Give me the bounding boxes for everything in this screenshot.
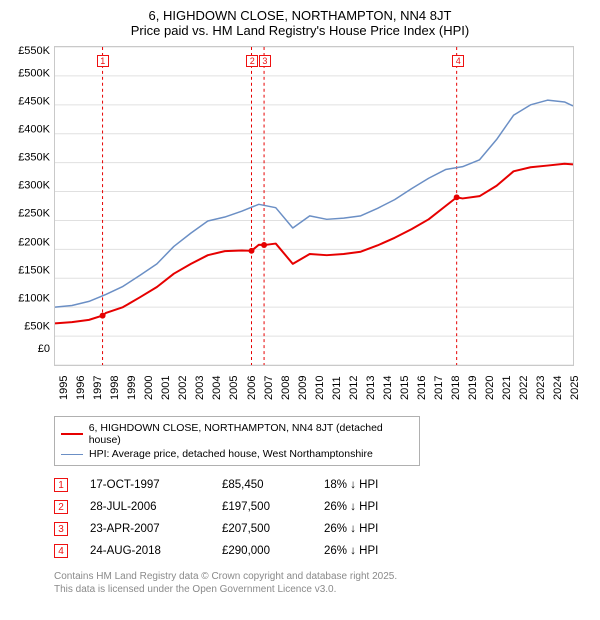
sale-delta: 26% ↓ HPI bbox=[324, 501, 414, 513]
xtick-label: 2006 bbox=[246, 376, 258, 400]
ytick-label: £450K bbox=[10, 97, 50, 108]
xtick-label: 1997 bbox=[92, 376, 104, 400]
xtick-label: 1996 bbox=[75, 376, 87, 400]
sale-price: £207,500 bbox=[222, 523, 302, 535]
ytick-label: £50K bbox=[10, 321, 50, 332]
y-axis: £550K £500K £450K £400K £350K £300K £250K £200K… bbox=[10, 46, 54, 366]
sale-date: 23-APR-2007 bbox=[90, 523, 200, 535]
legend-swatch bbox=[61, 454, 83, 455]
xtick-label: 2009 bbox=[297, 376, 309, 400]
xtick-label: 2022 bbox=[518, 376, 530, 400]
sale-delta: 26% ↓ HPI bbox=[324, 545, 414, 557]
ytick-label: £0 bbox=[10, 344, 50, 355]
ytick-label: £500K bbox=[10, 69, 50, 80]
xtick-label: 2023 bbox=[535, 376, 547, 400]
chart-title: 6, HIGHDOWN CLOSE, NORTHAMPTON, NN4 8JT bbox=[10, 8, 590, 23]
sale-marker-1: 1 bbox=[97, 55, 109, 67]
ytick-label: £300K bbox=[10, 181, 50, 192]
xtick-label: 2015 bbox=[399, 376, 411, 400]
xtick-label: 1999 bbox=[126, 376, 138, 400]
sale-price: £290,000 bbox=[222, 545, 302, 557]
sale-marker: 1 bbox=[54, 478, 68, 492]
sale-marker: 2 bbox=[54, 500, 68, 514]
attribution-line1: Contains HM Land Registry data © Crown c… bbox=[54, 570, 590, 583]
sale-date: 24-AUG-2018 bbox=[90, 545, 200, 557]
sale-date: 17-OCT-1997 bbox=[90, 479, 200, 491]
ytick-label: £250K bbox=[10, 209, 50, 220]
xtick-label: 2016 bbox=[416, 376, 428, 400]
ytick-label: £100K bbox=[10, 293, 50, 304]
x-axis: 1995 1996 1997 1998 1999 2000 2001 2002 2003 2004… bbox=[54, 366, 574, 412]
legend-item: 6, HIGHDOWN CLOSE, NORTHAMPTON, NN4 8JT … bbox=[61, 421, 413, 447]
xtick-label: 2017 bbox=[433, 376, 445, 400]
xtick-label: 2012 bbox=[348, 376, 360, 400]
plot-wrap: £550K £500K £450K £400K £350K £300K £250K £200K… bbox=[10, 46, 590, 366]
xtick-label: 2007 bbox=[263, 376, 275, 400]
ytick-label: £400K bbox=[10, 125, 50, 136]
xtick-label: 2013 bbox=[365, 376, 377, 400]
ytick-label: £550K bbox=[10, 46, 50, 57]
attribution: Contains HM Land Registry data © Crown c… bbox=[54, 570, 590, 596]
xtick-label: 2011 bbox=[331, 376, 343, 400]
sale-price: £85,450 bbox=[222, 479, 302, 491]
sale-row: 4 24-AUG-2018 £290,000 26% ↓ HPI bbox=[54, 540, 590, 562]
legend-swatch bbox=[61, 433, 83, 435]
sale-row: 3 23-APR-2007 £207,500 26% ↓ HPI bbox=[54, 518, 590, 540]
ytick-label: £150K bbox=[10, 265, 50, 276]
xtick-label: 2010 bbox=[314, 376, 326, 400]
chart-subtitle: Price paid vs. HM Land Registry's House … bbox=[10, 23, 590, 38]
xtick-label: 2018 bbox=[450, 376, 462, 400]
chart-container: 6, HIGHDOWN CLOSE, NORTHAMPTON, NN4 8JT … bbox=[0, 0, 600, 606]
sale-price: £197,500 bbox=[222, 501, 302, 513]
legend: 6, HIGHDOWN CLOSE, NORTHAMPTON, NN4 8JT … bbox=[54, 416, 420, 466]
xtick-label: 2003 bbox=[194, 376, 206, 400]
plot-area: 1 23 4 bbox=[54, 46, 574, 366]
xtick-label: 2014 bbox=[382, 376, 394, 400]
xtick-label: 2000 bbox=[143, 376, 155, 400]
sale-marker: 4 bbox=[54, 544, 68, 558]
sale-row: 2 28-JUL-2006 £197,500 26% ↓ HPI bbox=[54, 496, 590, 518]
legend-label: HPI: Average price, detached house, West… bbox=[89, 448, 373, 460]
xtick-label: 2001 bbox=[160, 376, 172, 400]
sale-marker: 3 bbox=[54, 522, 68, 536]
sales-table: 1 17-OCT-1997 £85,450 18% ↓ HPI 2 28-JUL-2006… bbox=[54, 474, 590, 562]
ytick-label: £200K bbox=[10, 237, 50, 248]
xtick-label: 2008 bbox=[280, 376, 292, 400]
xtick-label: 1998 bbox=[109, 376, 121, 400]
sale-marker-2: 2 bbox=[246, 55, 258, 67]
xtick-label: 2020 bbox=[484, 376, 496, 400]
sale-row: 1 17-OCT-1997 £85,450 18% ↓ HPI bbox=[54, 474, 590, 496]
xtick-label: 2024 bbox=[552, 376, 564, 400]
xtick-label: 2019 bbox=[467, 376, 479, 400]
attribution-line2: This data is licensed under the Open Gov… bbox=[54, 583, 590, 596]
sale-marker-3: 3 bbox=[259, 55, 271, 67]
sale-delta: 18% ↓ HPI bbox=[324, 479, 414, 491]
plot-svg bbox=[55, 47, 573, 365]
sale-date: 28-JUL-2006 bbox=[90, 501, 200, 513]
xtick-label: 2021 bbox=[501, 376, 513, 400]
legend-label: 6, HIGHDOWN CLOSE, NORTHAMPTON, NN4 8JT … bbox=[89, 422, 413, 446]
xtick-label: 2002 bbox=[177, 376, 189, 400]
xtick-label: 2025 bbox=[569, 376, 581, 400]
sale-marker-4: 4 bbox=[452, 55, 464, 67]
sale-delta: 26% ↓ HPI bbox=[324, 523, 414, 535]
xtick-label: 2005 bbox=[228, 376, 240, 400]
legend-item: HPI: Average price, detached house, West… bbox=[61, 447, 413, 461]
xtick-label: 2004 bbox=[211, 376, 223, 400]
ytick-label: £350K bbox=[10, 153, 50, 164]
xtick-label: 1995 bbox=[58, 376, 70, 400]
